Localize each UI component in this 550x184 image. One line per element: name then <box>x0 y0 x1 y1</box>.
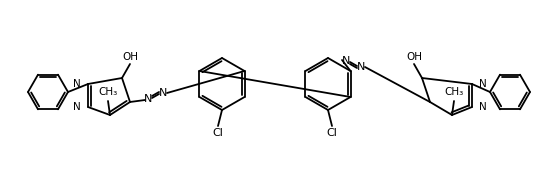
Text: N: N <box>342 56 350 66</box>
Text: N: N <box>479 102 487 112</box>
Text: CH₃: CH₃ <box>444 87 464 97</box>
Text: N: N <box>144 94 152 104</box>
Text: N: N <box>73 79 81 89</box>
Text: Cl: Cl <box>327 128 338 138</box>
Text: Cl: Cl <box>212 128 223 138</box>
Text: N: N <box>357 62 365 72</box>
Text: N: N <box>479 79 487 89</box>
Text: OH: OH <box>122 52 138 62</box>
Text: OH: OH <box>406 52 422 62</box>
Text: CH₃: CH₃ <box>98 87 118 97</box>
Text: N: N <box>159 88 167 98</box>
Text: N: N <box>73 102 81 112</box>
